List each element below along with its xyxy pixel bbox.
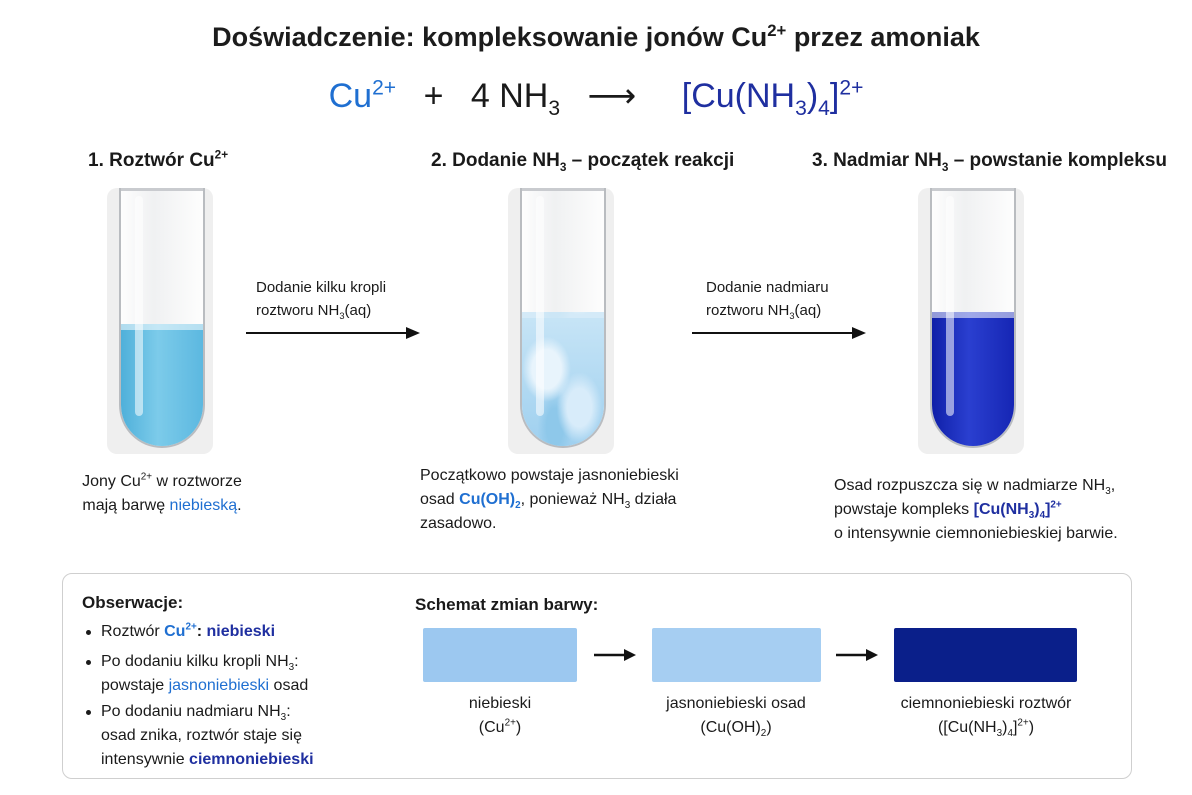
cu-solution-liquid — [121, 324, 203, 446]
page-title: Doświadczenie: kompleksowanie jonów Cu2+… — [212, 21, 980, 52]
step-3-title: 3. Nadmiar NH3 – powstanie kompleksu — [812, 150, 1167, 174]
eq-plus: + — [423, 77, 444, 115]
scheme-title: Schemat zmian barwy: — [415, 595, 599, 614]
swatch-light-blue — [652, 628, 821, 682]
arrow-1-label: Dodanie kilku kropli roztworu NH3(aq) — [256, 279, 387, 321]
eq-complex: [Cu(NH3)4]2+ — [681, 76, 864, 120]
swatch-blue — [423, 628, 577, 682]
step-2-title: 2. Dodanie NH3 – początek reakcji — [431, 150, 735, 174]
reaction-equation: Cu2+ + 4 NH3 ⟶ [Cu(NH3)4]2+ — [0, 76, 1192, 120]
complex-solution-liquid — [932, 312, 1014, 446]
observations-title: Obserwacje: — [82, 593, 184, 612]
scheme-arrow-2 — [836, 649, 878, 661]
caption-step-3: Osad rozpuszcza się w nadmiarze NH3, pow… — [834, 477, 1118, 542]
process-arrow-1 — [246, 327, 420, 339]
observation-item-2: Po dodaniu kilku kropli NH3: powstaje ja… — [86, 650, 308, 698]
test-tube-complex — [930, 188, 1016, 448]
eq-copper-ion: Cu2+ — [328, 76, 397, 115]
step-1-title: 1. Roztwór Cu2+ — [88, 148, 229, 171]
observation-item-1: Roztwór Cu2+: niebieski — [86, 620, 275, 644]
test-tube-precipitate — [520, 188, 606, 448]
observation-item-3: Po dodaniu nadmiaru NH3: osad znika, roz… — [86, 700, 314, 772]
scheme-arrow-1 — [594, 649, 636, 661]
precipitate-suspension — [522, 312, 604, 446]
observations-list: Roztwór Cu2+: niebieski Po dodaniu kilku… — [86, 620, 361, 772]
swatch-1-label: niebieski (Cu2+) — [468, 695, 532, 736]
swatch-2-label: jasnoniebieski osad (Cu(OH)2) — [666, 695, 806, 740]
caption-step-1: Jony Cu2+ w roztworze mają barwę niebies… — [82, 471, 242, 514]
caption-step-2: Początkowo powstaje jasnoniebieski osad … — [420, 467, 679, 532]
eq-ammonia: 4 NH3 — [470, 77, 561, 120]
swatch-dark-blue — [894, 628, 1077, 682]
eq-arrow: ⟶ — [587, 77, 637, 115]
arrow-2-label: Dodanie nadmiaru roztworu NH3(aq) — [706, 279, 829, 321]
process-arrow-2 — [692, 327, 866, 339]
swatch-3-label: ciemnoniebieski roztwór ([Cu(NH3)4]2+) — [900, 695, 1072, 740]
test-tube-cu-solution — [119, 188, 205, 448]
